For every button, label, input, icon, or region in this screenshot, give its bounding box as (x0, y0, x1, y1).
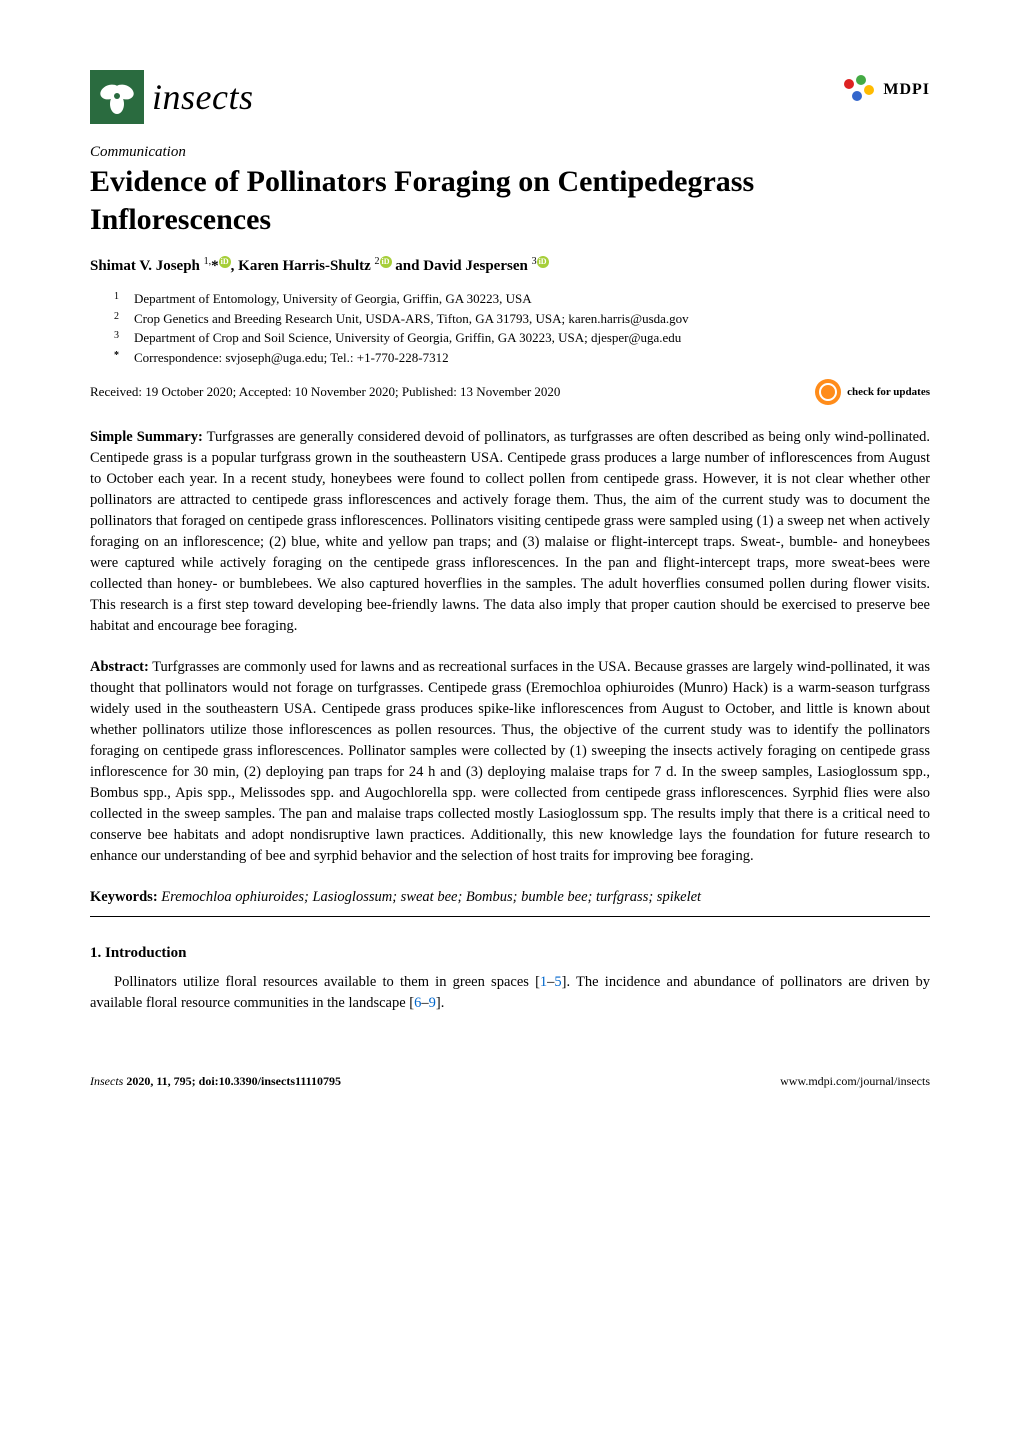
affiliation-row: *Correspondence: svjoseph@uga.edu; Tel.:… (114, 348, 930, 368)
affiliations: 1Department of Entomology, University of… (114, 289, 930, 367)
author: David Jespersen (423, 258, 531, 274)
keywords-label: Keywords: (90, 889, 158, 905)
orcid-icon: iD (537, 256, 549, 268)
publisher-logo: MDPI (839, 70, 930, 110)
page-footer: Insects 2020, 11, 795; doi:10.3390/insec… (90, 1074, 930, 1089)
footer-left: Insects 2020, 11, 795; doi:10.3390/insec… (90, 1074, 341, 1089)
article-type: Communication (90, 144, 930, 161)
mdpi-icon (839, 70, 879, 110)
article-dates: Received: 19 October 2020; Accepted: 10 … (90, 384, 560, 400)
orcid-icon: iD (380, 256, 392, 268)
journal-name: insects (152, 76, 253, 118)
footer-right: www.mdpi.com/journal/insects (780, 1074, 930, 1089)
simple-summary: Simple Summary: Turfgrasses are generall… (90, 427, 930, 637)
orcid-icon: iD (219, 256, 231, 268)
keywords-rule (90, 916, 930, 917)
simple-summary-text: Turfgrasses are generally considered dev… (90, 429, 930, 634)
author-and: and (395, 258, 423, 274)
journal-logo-icon (90, 70, 144, 124)
simple-summary-label: Simple Summary: (90, 429, 203, 445)
correspondence-text: Correspondence: svjoseph@uga.edu; Tel.: … (134, 348, 449, 368)
check-for-updates-link[interactable]: check for updates (815, 379, 930, 405)
article-title: Evidence of Pollinators Foraging on Cent… (90, 163, 930, 238)
intro-paragraph: Pollinators utilize floral resources ava… (90, 972, 930, 1014)
publisher-name: MDPI (883, 81, 930, 99)
author: Shimat V. Joseph (90, 258, 204, 274)
abstract-label: Abstract: (90, 659, 149, 675)
abstract: Abstract: Turfgrasses are commonly used … (90, 657, 930, 867)
page-header: insects MDPI (90, 70, 930, 124)
affiliation-row: 2Crop Genetics and Breeding Research Uni… (114, 309, 930, 329)
affiliation-row: 1Department of Entomology, University of… (114, 289, 930, 309)
affiliation-text: Crop Genetics and Breeding Research Unit… (134, 309, 689, 329)
affiliation-row: 3Department of Crop and Soil Science, Un… (114, 328, 930, 348)
keywords-text: Eremochloa ophiuroides; Lasioglossum; sw… (161, 889, 701, 905)
abstract-text: Turfgrasses are commonly used for lawns … (90, 659, 930, 864)
check-updates-icon (815, 379, 841, 405)
author-list: Shimat V. Joseph 1,*iD, Karen Harris-Shu… (90, 256, 930, 275)
dates-row: Received: 19 October 2020; Accepted: 10 … (90, 379, 930, 405)
journal-logo-block: insects (90, 70, 253, 124)
section-heading: 1. Introduction (90, 945, 930, 962)
author: Karen Harris-Shultz (238, 258, 374, 274)
ref-link[interactable]: 9 (429, 995, 436, 1011)
keywords: Keywords: Eremochloa ophiuroides; Lasiog… (90, 887, 930, 908)
check-updates-label: check for updates (847, 387, 930, 398)
ref-link[interactable]: 5 (554, 974, 561, 990)
affiliation-text: Department of Entomology, University of … (134, 289, 532, 309)
affiliation-text: Department of Crop and Soil Science, Uni… (134, 328, 681, 348)
